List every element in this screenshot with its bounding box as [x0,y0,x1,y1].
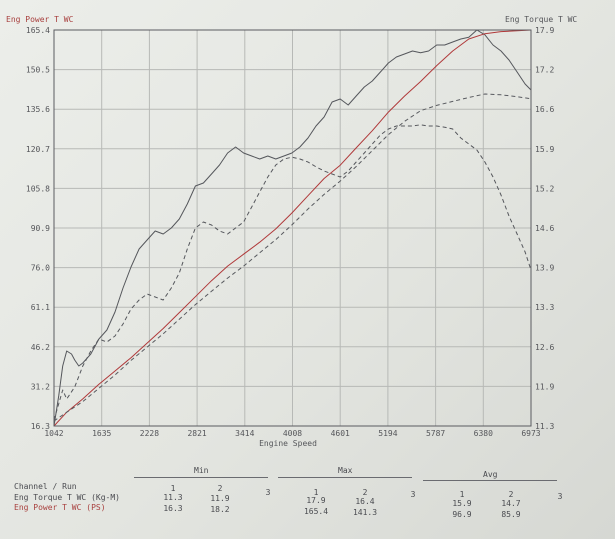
col-max-1: 1 [313,488,319,497]
x-tick-label: 2228 [140,429,159,438]
y-left-tick-label: 16.3 [31,422,50,431]
torque-max-2: 16.4 [355,497,375,506]
y-left-tick-label: 120.7 [26,145,50,154]
group-header-min: Min [194,466,209,475]
col-max-2: 2 [362,488,368,497]
group-header-max: Max [338,466,353,475]
row-torque-label: Eng Torque T WC (Kg-M) [14,493,120,502]
power-avg-2: 85.9 [501,510,521,519]
right-axis-title: Eng Torque T WC [505,15,577,24]
tick-labels: 1042 1635 2228 2821 3414 4008 4601 5194 5787 6380… [26,26,555,438]
col-avg-1: 1 [459,490,465,499]
x-tick-label: 1635 [92,429,111,438]
x-tick-label: 5194 [378,429,397,438]
y-left-tick-label: 135.6 [26,105,50,114]
torque-min-1: 11.3 [163,493,183,502]
left-axis-title: Eng Power T WC [6,15,74,24]
torque-min-2: 11.9 [210,494,230,503]
y-left-tick-label: 165.4 [26,26,50,35]
y-left-tick-label: 105.8 [26,184,50,193]
col-avg-3: 3 [557,492,563,501]
y-left-tick-label: 46.2 [31,343,50,352]
y-left-tick-label: 90.9 [31,224,50,233]
series-layer [53,29,532,427]
series-line-1 [53,29,532,427]
grid [54,30,531,426]
y-right-tick-label: 12.6 [535,343,554,352]
torque-avg-2: 14.7 [501,499,521,508]
power-max-1: 165.4 [303,507,329,516]
series-line-3 [53,29,532,427]
y-left-tick-label: 76.0 [31,264,50,273]
y-left-tick-label: 31.2 [31,382,50,391]
y-right-tick-label: 13.3 [535,303,554,312]
x-tick-label: 6973 [521,429,540,438]
col-min-2: 2 [217,484,223,493]
col-max-3: 3 [410,490,416,499]
power-max-2: 141.3 [352,508,378,517]
y-left-tick-label: 61.1 [31,303,50,312]
row-power-label: Eng Power T WC (PS) [14,503,106,512]
power-min-2: 18.2 [210,505,230,514]
power-avg-1: 96.9 [452,510,472,519]
x-tick-label: 4601 [331,429,350,438]
x-tick-label: 4008 [283,429,302,438]
col-min-3: 3 [265,488,271,497]
y-right-tick-label: 15.9 [535,145,554,154]
x-tick-label: 5787 [426,429,445,438]
avg-rule [423,480,557,481]
max-rule [278,477,412,478]
x-tick-label: 6380 [474,429,493,438]
x-tick-label: 3414 [235,429,254,438]
series-line-4 [53,93,532,422]
y-left-tick-label: 150.5 [26,66,50,75]
min-rule [134,477,268,478]
y-right-tick-label: 15.2 [535,184,554,193]
series-line-2 [53,124,532,421]
group-header-avg: Avg [483,470,498,479]
y-right-tick-label: 11.3 [535,422,554,431]
col-min-1: 1 [170,484,176,493]
torque-avg-1: 15.9 [452,499,472,508]
x-axis-title: Engine Speed [259,439,317,448]
y-right-tick-label: 17.9 [535,26,554,35]
x-tick-label: 2821 [187,429,206,438]
power-min-1: 16.3 [163,504,183,513]
row-header: Channel / Run [14,482,77,491]
y-right-tick-label: 17.2 [535,66,554,75]
torque-max-1: 17.9 [306,496,326,505]
col-avg-2: 2 [508,490,514,499]
plot-frame [53,29,532,427]
y-right-tick-label: 11.9 [535,382,554,391]
y-right-tick-label: 14.6 [535,224,554,233]
y-right-tick-label: 13.9 [535,264,554,273]
y-right-tick-label: 16.6 [535,105,554,114]
x-tick-label: 1042 [44,429,63,438]
